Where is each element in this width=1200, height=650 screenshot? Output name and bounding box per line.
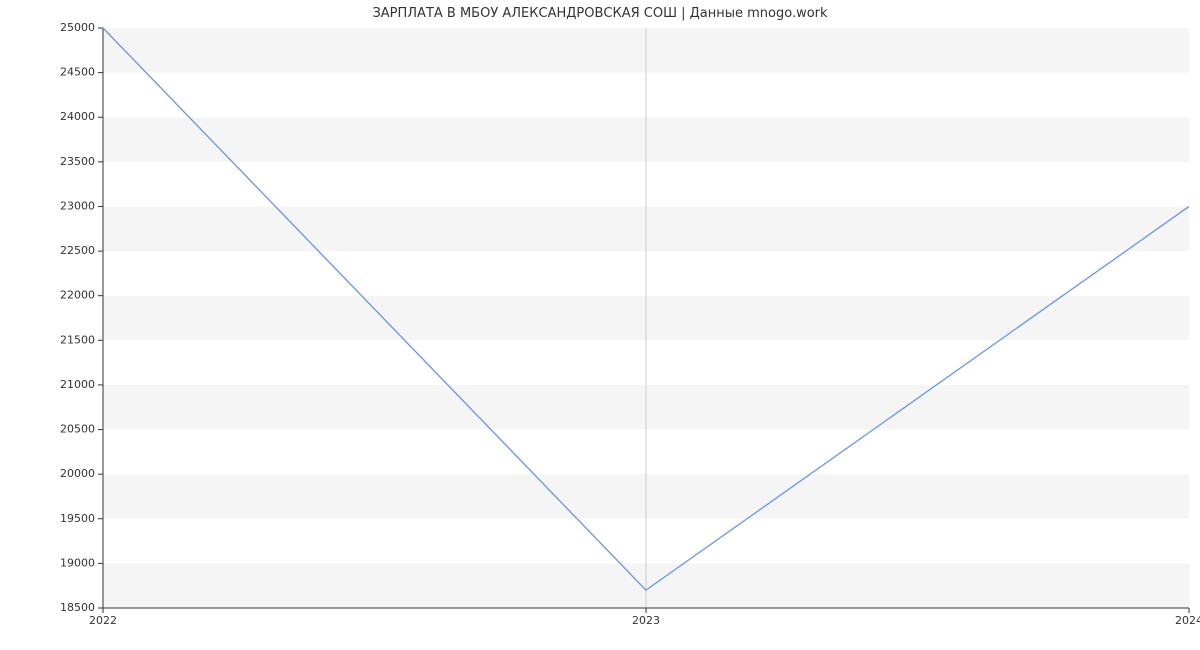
x-tick-label: 2023	[632, 614, 660, 627]
y-tick-label: 23500	[60, 155, 95, 168]
y-tick-label: 25000	[60, 21, 95, 34]
chart-svg: 18500 19000 19500 20000 20500 21000 21500 22000…	[0, 0, 1200, 650]
y-tick-label: 24000	[60, 110, 95, 123]
x-tick-label: 2022	[89, 614, 117, 627]
y-tick-label: 21500	[60, 333, 95, 346]
y-tick-label: 20000	[60, 467, 95, 480]
y-tick-label: 22000	[60, 289, 95, 302]
x-tick-label: 2024	[1175, 614, 1200, 627]
y-tick-label: 19000	[60, 556, 95, 569]
y-tick-label: 22500	[60, 244, 95, 257]
y-tick-label: 19500	[60, 512, 95, 525]
y-tick-label: 20500	[60, 423, 95, 436]
salary-line-chart: ЗАРПЛАТА В МБОУ АЛЕКСАНДРОВСКАЯ СОШ | Да…	[0, 0, 1200, 650]
y-tick-label: 21000	[60, 378, 95, 391]
y-tick-label: 23000	[60, 199, 95, 212]
y-tick-label: 18500	[60, 601, 95, 614]
y-tick-label: 24500	[60, 66, 95, 79]
